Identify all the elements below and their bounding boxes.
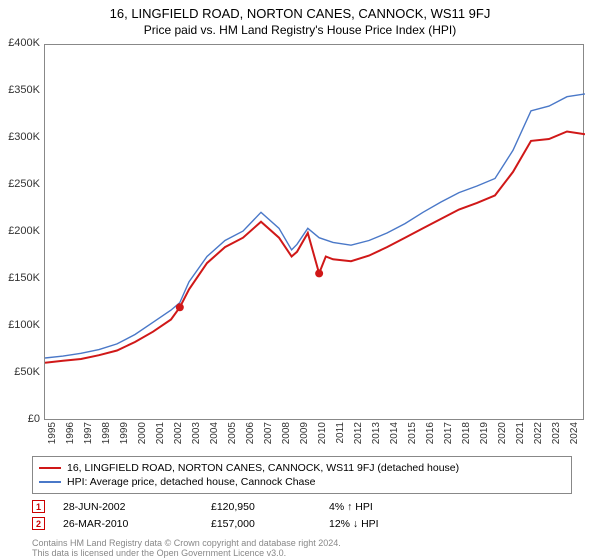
- legend-label: HPI: Average price, detached house, Cann…: [67, 476, 315, 488]
- line-series-svg: [45, 45, 585, 421]
- x-tick-label: 2006: [245, 422, 256, 452]
- x-tick-label: 2024: [569, 422, 580, 452]
- y-tick-label: £350K: [0, 84, 40, 96]
- x-tick-label: 2018: [461, 422, 472, 452]
- x-tick-label: 2022: [533, 422, 544, 452]
- x-tick-label: 2017: [443, 422, 454, 452]
- series-line: [45, 94, 585, 358]
- transaction-date: 28-JUN-2002: [63, 501, 193, 513]
- legend-swatch: [39, 481, 61, 483]
- plot-area: [44, 44, 584, 420]
- series-line: [45, 132, 585, 363]
- y-tick-label: £100K: [0, 319, 40, 331]
- chart-title: 16, LINGFIELD ROAD, NORTON CANES, CANNOC…: [0, 0, 600, 21]
- footer-line-1: Contains HM Land Registry data © Crown c…: [32, 538, 572, 548]
- x-tick-label: 2010: [317, 422, 328, 452]
- x-tick-label: 2007: [263, 422, 274, 452]
- x-tick-label: 1999: [119, 422, 130, 452]
- x-tick-label: 2001: [155, 422, 166, 452]
- y-tick-label: £250K: [0, 178, 40, 190]
- x-tick-label: 2005: [227, 422, 238, 452]
- x-tick-label: 2016: [425, 422, 436, 452]
- x-tick-label: 2011: [335, 422, 346, 452]
- transactions-table: 1 28-JUN-2002 £120,950 4% ↑ HPI 2 26-MAR-2010…: [32, 498, 572, 532]
- transaction-price: £120,950: [211, 501, 311, 513]
- legend-row: 16, LINGFIELD ROAD, NORTON CANES, CANNOC…: [39, 461, 565, 475]
- x-tick-label: 2012: [353, 422, 364, 452]
- x-tick-label: 1996: [65, 422, 76, 452]
- legend-label: 16, LINGFIELD ROAD, NORTON CANES, CANNOC…: [67, 462, 459, 474]
- x-tick-label: 2003: [191, 422, 202, 452]
- y-tick-label: £200K: [0, 225, 40, 237]
- x-tick-label: 2021: [515, 422, 526, 452]
- x-tick-label: 2023: [551, 422, 562, 452]
- chart-container: { "chart": { "type": "line", "title": "1…: [0, 0, 600, 560]
- transaction-row: 1 28-JUN-2002 £120,950 4% ↑ HPI: [32, 498, 572, 515]
- transaction-date: 26-MAR-2010: [63, 518, 193, 530]
- transaction-marker-icon: 2: [32, 517, 45, 530]
- x-tick-label: 2009: [299, 422, 310, 452]
- y-tick-label: £300K: [0, 131, 40, 143]
- footer-line-2: This data is licensed under the Open Gov…: [32, 548, 572, 558]
- y-tick-label: £400K: [0, 37, 40, 49]
- data-point: [176, 303, 184, 311]
- footer-attribution: Contains HM Land Registry data © Crown c…: [32, 538, 572, 559]
- legend-swatch: [39, 467, 61, 469]
- transaction-delta: 12% ↓ HPI: [329, 518, 439, 530]
- data-point: [315, 269, 323, 277]
- transaction-price: £157,000: [211, 518, 311, 530]
- x-tick-label: 2004: [209, 422, 220, 452]
- transaction-row: 2 26-MAR-2010 £157,000 12% ↓ HPI: [32, 515, 572, 532]
- legend-box: 16, LINGFIELD ROAD, NORTON CANES, CANNOC…: [32, 456, 572, 494]
- y-tick-label: £0: [0, 413, 40, 425]
- x-tick-label: 2015: [407, 422, 418, 452]
- y-tick-label: £150K: [0, 272, 40, 284]
- x-tick-label: 1997: [83, 422, 94, 452]
- x-tick-label: 2013: [371, 422, 382, 452]
- x-tick-label: 2008: [281, 422, 292, 452]
- x-tick-label: 2002: [173, 422, 184, 452]
- x-tick-label: 1998: [101, 422, 112, 452]
- legend-row: HPI: Average price, detached house, Cann…: [39, 475, 565, 489]
- chart-subtitle: Price paid vs. HM Land Registry's House …: [0, 21, 600, 39]
- transaction-marker-icon: 1: [32, 500, 45, 513]
- x-tick-label: 2014: [389, 422, 400, 452]
- transaction-delta: 4% ↑ HPI: [329, 501, 439, 513]
- x-tick-label: 2019: [479, 422, 490, 452]
- x-tick-label: 2000: [137, 422, 148, 452]
- y-tick-label: £50K: [0, 366, 40, 378]
- x-tick-label: 1995: [47, 422, 58, 452]
- x-tick-label: 2020: [497, 422, 508, 452]
